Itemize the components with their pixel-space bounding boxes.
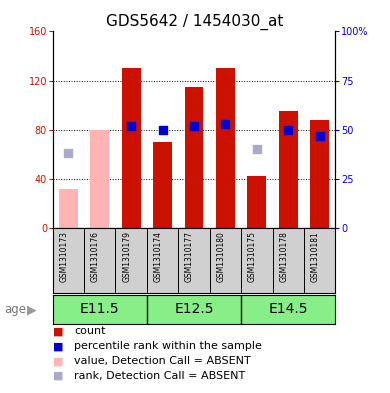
Point: [254, 146, 260, 152]
Text: GSM1310173: GSM1310173: [59, 231, 68, 282]
Text: GDS5642 / 1454030_at: GDS5642 / 1454030_at: [106, 14, 284, 30]
Text: GSM1310179: GSM1310179: [122, 231, 131, 282]
Text: GSM1310181: GSM1310181: [311, 231, 320, 282]
Text: GSM1310177: GSM1310177: [185, 231, 194, 282]
Point: [285, 127, 291, 133]
Bar: [310, 120, 329, 228]
Text: ▶: ▶: [27, 303, 36, 316]
Point: [191, 123, 197, 129]
Text: ■: ■: [53, 326, 63, 336]
Text: GSM1310180: GSM1310180: [216, 231, 225, 282]
Bar: [247, 176, 266, 228]
Bar: [59, 189, 78, 228]
Text: ■: ■: [53, 356, 63, 366]
Text: GSM1310176: GSM1310176: [91, 231, 100, 282]
Text: E11.5: E11.5: [80, 303, 120, 316]
Text: GSM1310174: GSM1310174: [154, 231, 163, 282]
Bar: [279, 111, 298, 228]
Text: age: age: [4, 303, 26, 316]
Text: GSM1310175: GSM1310175: [248, 231, 257, 282]
Bar: [122, 68, 141, 228]
Point: [128, 123, 134, 129]
Point: [65, 150, 71, 156]
Point: [317, 132, 323, 139]
Bar: [90, 130, 109, 228]
Point: [222, 121, 229, 127]
Text: E12.5: E12.5: [174, 303, 214, 316]
Point: [160, 127, 166, 133]
Bar: [184, 87, 204, 228]
Bar: [216, 68, 235, 228]
Text: E14.5: E14.5: [269, 303, 308, 316]
Text: count: count: [74, 326, 106, 336]
Text: ■: ■: [53, 371, 63, 381]
Text: percentile rank within the sample: percentile rank within the sample: [74, 341, 262, 351]
Text: rank, Detection Call = ABSENT: rank, Detection Call = ABSENT: [74, 371, 245, 381]
Bar: [153, 142, 172, 228]
Text: ■: ■: [53, 341, 63, 351]
Text: GSM1310178: GSM1310178: [279, 231, 288, 282]
Text: value, Detection Call = ABSENT: value, Detection Call = ABSENT: [74, 356, 251, 366]
